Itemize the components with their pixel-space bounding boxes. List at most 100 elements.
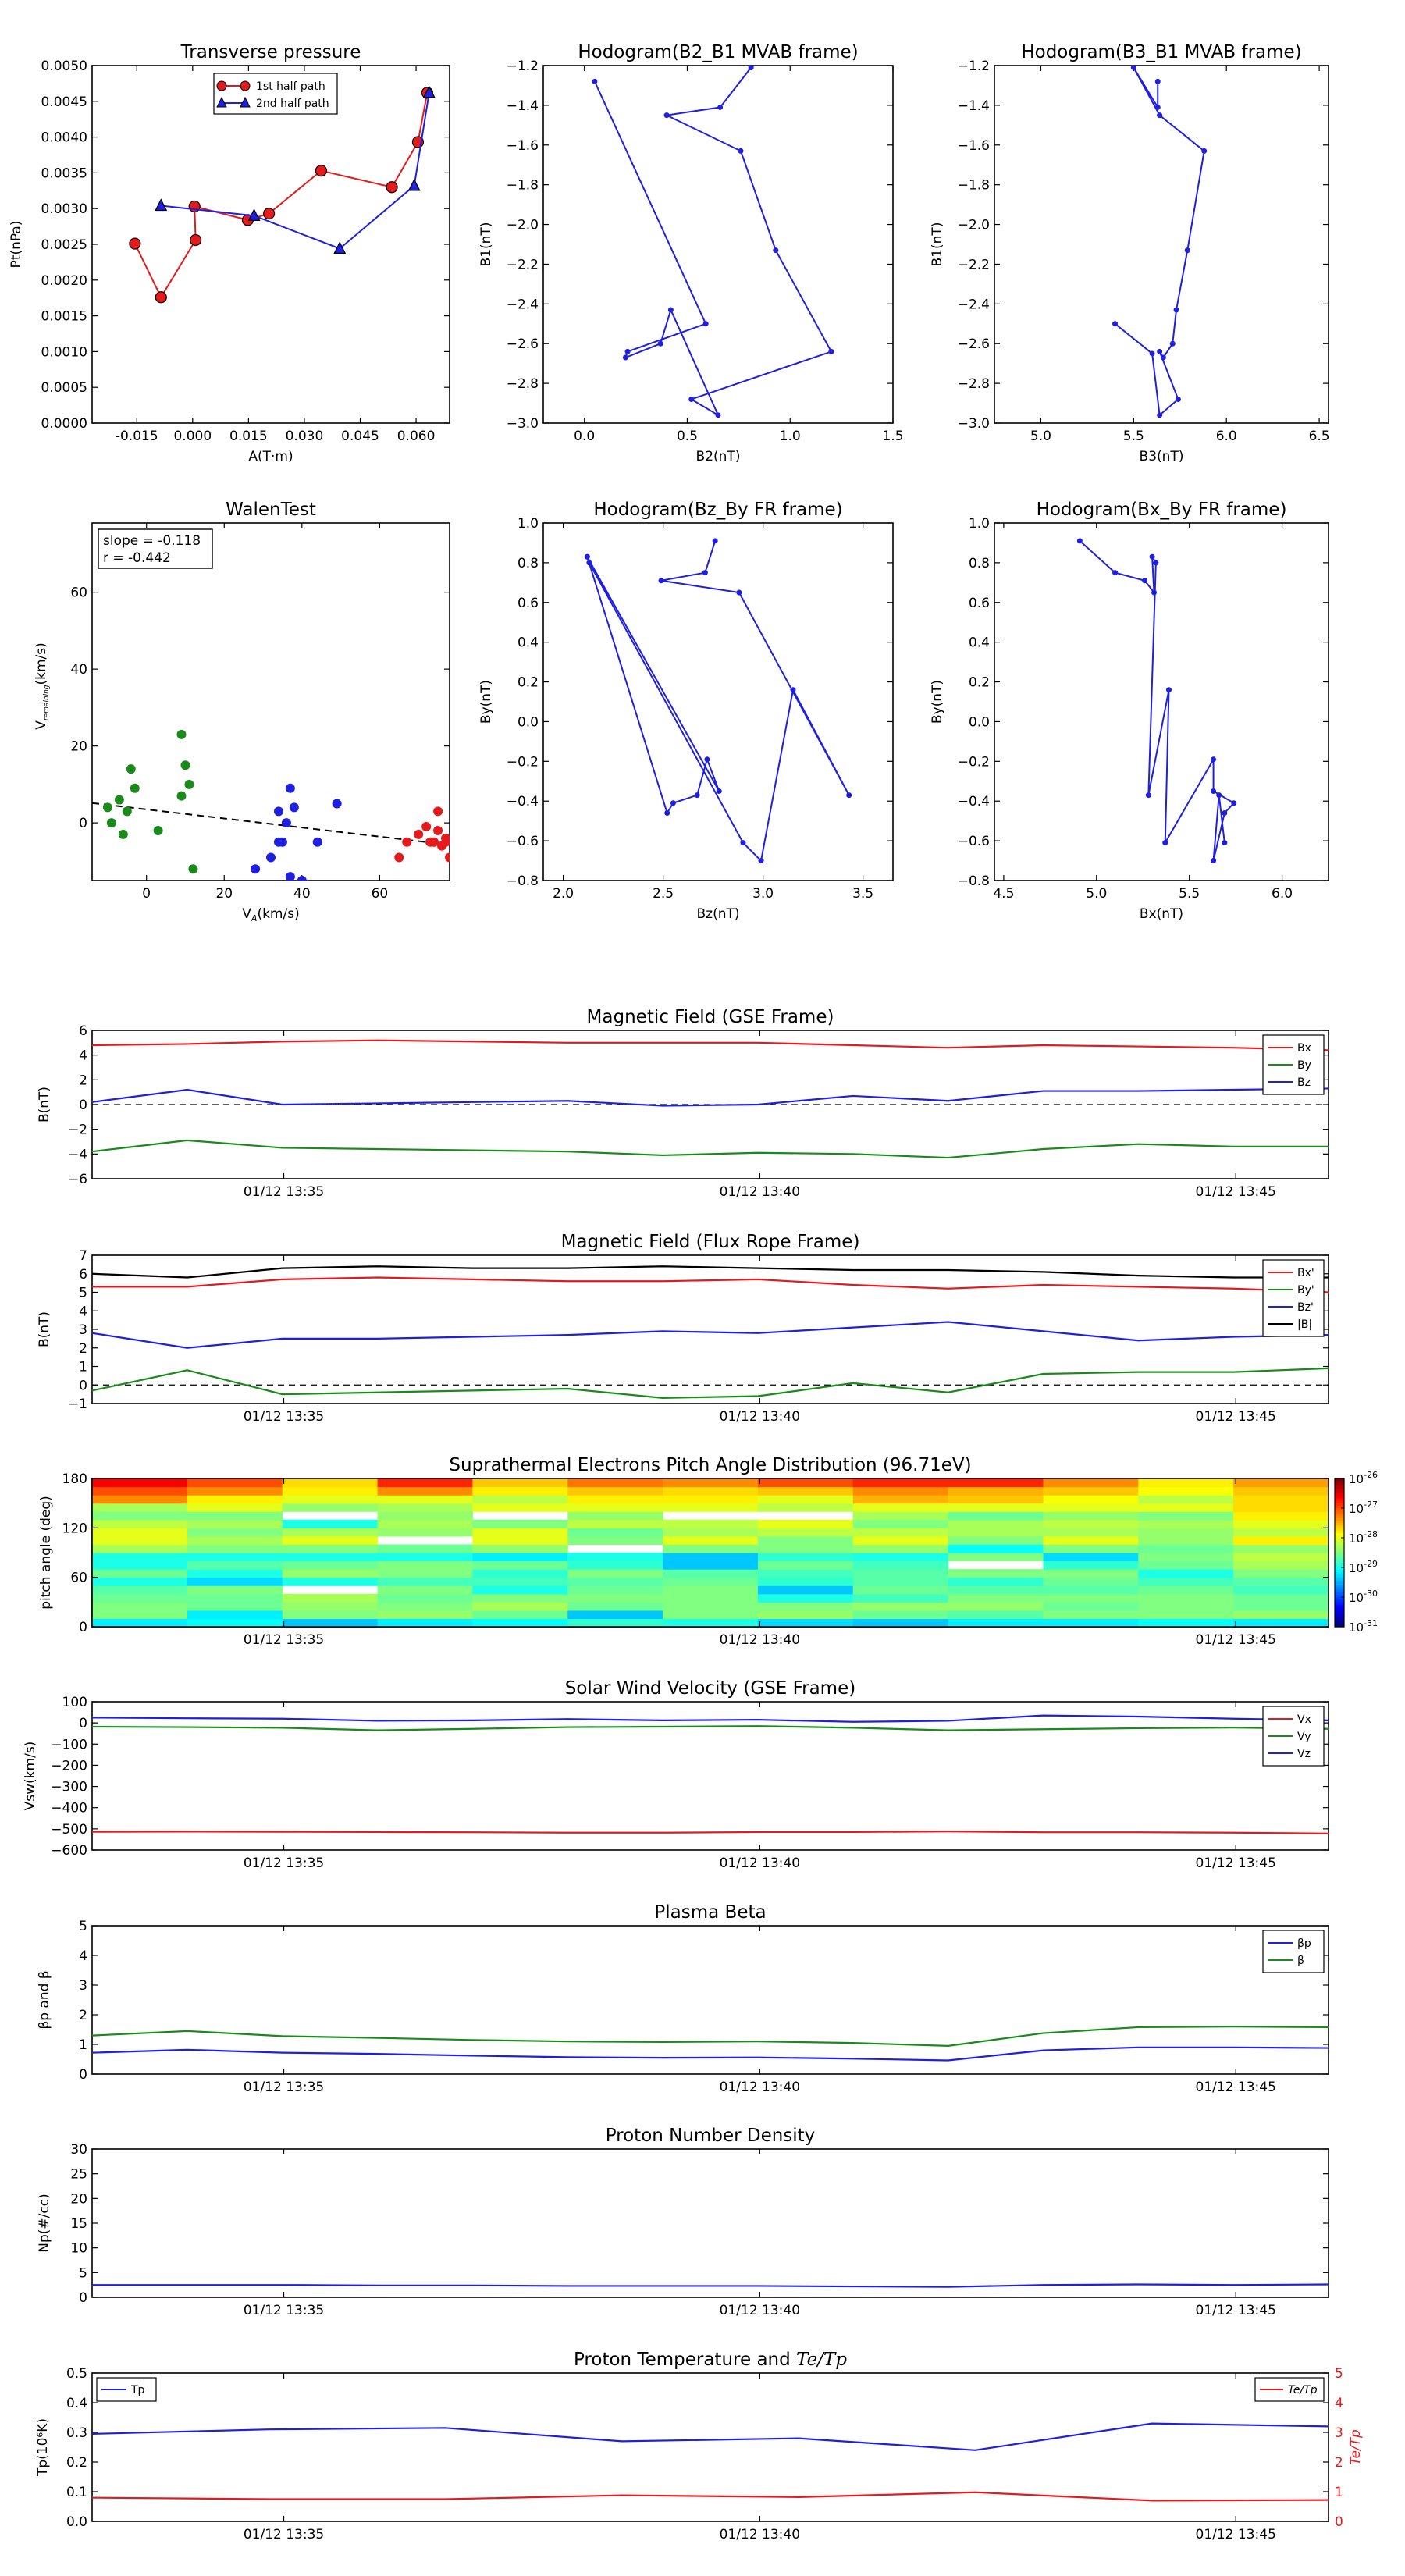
- pad-colorbar-step: [1335, 1597, 1344, 1600]
- pad-cell: [663, 1503, 759, 1512]
- beta-title: Plasma Beta: [654, 1902, 766, 1923]
- pad-cell: [663, 1569, 759, 1578]
- pad-cell: [1233, 1478, 1329, 1488]
- walen-ytick-label: 60: [70, 585, 87, 601]
- pad-colorbar-step: [1335, 1481, 1344, 1484]
- hodo1-ytick-label: −2.2: [507, 257, 539, 272]
- pad-cell: [282, 1528, 379, 1537]
- hodo3-ytick-label: 0.8: [518, 556, 539, 571]
- pad-cell: [92, 1618, 188, 1628]
- pad-cell: [663, 1618, 759, 1628]
- pad-cell: [282, 1577, 379, 1586]
- pad-colorbar-step: [1335, 1488, 1344, 1492]
- hodo3-point: [846, 792, 852, 799]
- pad-cell: [567, 1585, 663, 1595]
- walen-point: [176, 791, 187, 801]
- tpr-title: Proton Temperature and Te/Tp: [574, 2350, 847, 2370]
- pad-cell: [377, 1610, 473, 1620]
- pad-colorbar-step: [1335, 1545, 1344, 1549]
- tpr-ytick-right-label: 5: [1335, 2366, 1343, 2382]
- pad-colorbar-base: 10: [1349, 1621, 1364, 1635]
- hodo2-ytick-label: −1.8: [958, 178, 990, 194]
- walen-ylabel-main: V: [34, 720, 49, 730]
- pad-cell: [187, 1535, 283, 1546]
- tpr-ytick-label: 0.2: [66, 2455, 87, 2471]
- hodo1-ytick-label: −1.8: [507, 178, 539, 194]
- bfr-legend: [1262, 1259, 1325, 1337]
- hodo2-point: [1184, 247, 1190, 254]
- hodo1-ytick-label: −1.2: [507, 59, 539, 74]
- pad-cell: [1138, 1618, 1234, 1628]
- hodo2-point: [1157, 348, 1163, 354]
- walen-point: [297, 876, 307, 881]
- hodo2-point: [1112, 321, 1119, 327]
- hodo4-frame: [994, 522, 1329, 881]
- bfr-series-2: [91, 1321, 1329, 1349]
- pad-cell: [567, 1577, 663, 1586]
- pad-colorbar-step: [1335, 1520, 1344, 1524]
- hodo4-point: [1153, 560, 1159, 566]
- walen-plot-area: [92, 729, 450, 881]
- pad-ytick-label: 180: [62, 1471, 87, 1487]
- hodo3-ytick-label: −0.4: [507, 794, 539, 809]
- pad-cell: [1138, 1560, 1234, 1570]
- hodo3-point: [712, 538, 718, 544]
- hodo3-series-line-0: [586, 540, 850, 863]
- pad-colorbar-step: [1335, 1528, 1344, 1532]
- hodo4-xtick-label: 6.0: [1272, 886, 1293, 902]
- hodo2-point: [1160, 354, 1166, 361]
- pad-cell: [92, 1478, 188, 1488]
- pad-cell: [187, 1495, 283, 1504]
- vsw-xtick-label: 01/12 13:40: [720, 1856, 800, 1871]
- pad-cell: [852, 1610, 949, 1620]
- pad-xtick-label: 01/12 13:45: [1196, 1632, 1276, 1648]
- pad-colorbar-step: [1335, 1498, 1344, 1502]
- tp-xtick-label: 0.060: [397, 429, 436, 444]
- pad-cell: [1043, 1610, 1139, 1620]
- pad-cell: [92, 1553, 188, 1562]
- walen-point: [118, 829, 128, 839]
- vsw-series-2: [91, 1714, 1329, 1723]
- tpr-ytick-right-label: 1: [1335, 2485, 1343, 2500]
- pad-cell: [757, 1560, 854, 1570]
- bgse-xtick-label: 01/12 13:35: [244, 1184, 324, 1200]
- hodo3-point: [586, 560, 592, 566]
- hodo3-ytick-label: −0.8: [507, 873, 539, 889]
- pad-cell: [567, 1553, 663, 1562]
- hodo4-point: [1112, 570, 1119, 576]
- hodo1-point: [592, 78, 598, 84]
- panel-vsw: Solar Wind Velocity (GSE Frame) −600 −500 −…: [23, 1678, 1329, 1871]
- pad-colorbar-step: [1335, 1530, 1344, 1534]
- tp-xtick-label: -0.015: [116, 429, 158, 444]
- pad-cell: [1233, 1593, 1329, 1603]
- hodo3-frame: [542, 522, 894, 881]
- beta-xtick-label: 01/12 13:40: [720, 2080, 800, 2095]
- pad-colorbar-step: [1335, 1557, 1344, 1561]
- pad-cell: [852, 1560, 949, 1570]
- pad-cell: [1138, 1528, 1234, 1537]
- pad-cell: [757, 1602, 854, 1611]
- pad-cell: [1043, 1553, 1139, 1562]
- pad-cell: [757, 1478, 854, 1488]
- hodo2-ytick-label: −2.8: [958, 376, 990, 392]
- pad-title: Suprathermal Electrons Pitch Angle Distr…: [449, 1455, 971, 1475]
- pad-cell: [757, 1618, 854, 1628]
- walen-point: [285, 783, 295, 793]
- walen-point: [251, 864, 261, 874]
- walen-point: [414, 829, 424, 839]
- hodo4-ytick-label: −0.4: [958, 794, 990, 809]
- hodo4-ytick-label: 0.6: [969, 596, 990, 611]
- np-ytick-label: 15: [70, 2216, 87, 2232]
- hodo1-point: [715, 412, 721, 418]
- tp-point: [155, 291, 167, 304]
- pad-cell: [92, 1535, 188, 1546]
- np-ytick-label: 20: [70, 2191, 87, 2207]
- pad-cell: [948, 1577, 1044, 1586]
- panel-tp: Transverse pressure 0.0000 0.0005 0.0010 0.0…: [9, 42, 450, 464]
- pad-colorbar-exp: -31: [1364, 1618, 1378, 1628]
- pad-colorbar-step: [1335, 1579, 1344, 1583]
- vsw-frame: [91, 1701, 1329, 1851]
- pad-cell: [1043, 1618, 1139, 1628]
- pad-cell: [187, 1610, 283, 1620]
- tp-ytick-label: 0.0045: [41, 94, 87, 110]
